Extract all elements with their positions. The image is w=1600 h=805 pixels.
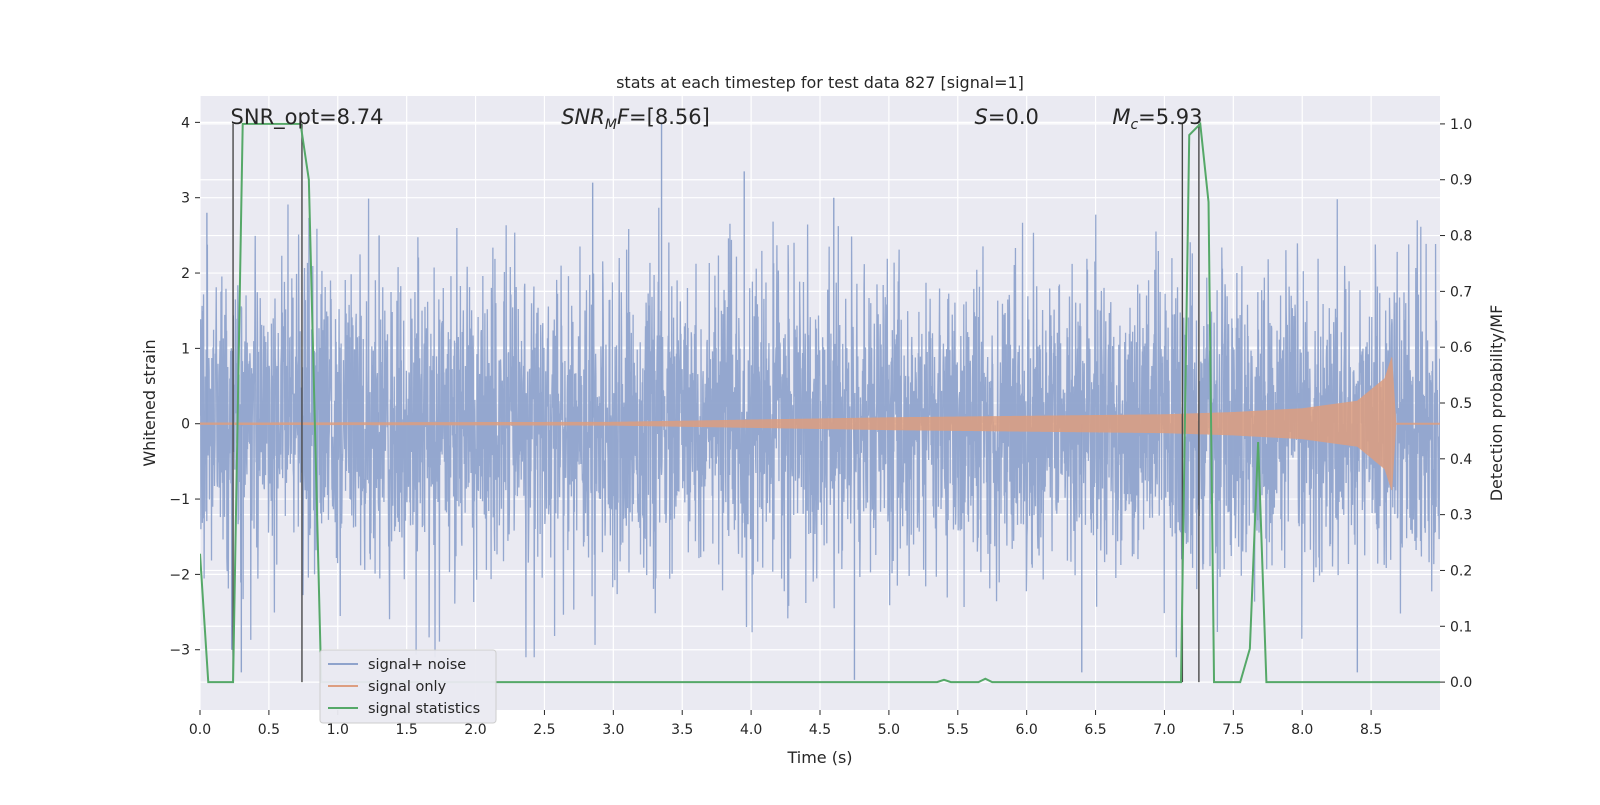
y-tick-label: 3 bbox=[181, 191, 190, 207]
x-tick-label: 3.0 bbox=[602, 722, 624, 738]
y-axis-ticks: −3 −2 −1 0 1 2 3 4 bbox=[169, 115, 200, 659]
x-tick-label: 6.0 bbox=[1016, 722, 1038, 738]
x-tick-label: 3.5 bbox=[671, 722, 693, 738]
x-tick-label: 1.0 bbox=[327, 722, 349, 738]
y2-axis-ticks: 0.0 0.1 0.2 0.3 0.4 0.5 0.6 0.7 0.8 0.9 1.0 bbox=[1440, 117, 1472, 691]
y2-tick-label: 0.0 bbox=[1450, 675, 1472, 691]
y-tick-label: −3 bbox=[169, 643, 190, 659]
y-tick-label: 1 bbox=[181, 341, 190, 357]
x-tick-label: 5.5 bbox=[947, 722, 969, 738]
y2-tick-label: 0.3 bbox=[1450, 508, 1472, 524]
annotation-snr-opt: SNR_opt=8.74 bbox=[231, 105, 384, 130]
legend-label: signal only bbox=[368, 679, 447, 695]
y2-tick-label: 0.9 bbox=[1450, 173, 1472, 189]
x-tick-label: 5.0 bbox=[878, 722, 900, 738]
legend-label: signal statistics bbox=[368, 701, 480, 717]
x-tick-label: 6.5 bbox=[1084, 722, 1106, 738]
signal-envelope bbox=[200, 357, 1440, 491]
series-signal-statistics bbox=[200, 121, 1440, 684]
y-tick-label: 4 bbox=[181, 115, 190, 131]
x-tick-label: 4.5 bbox=[809, 722, 831, 738]
x-tick-label: 2.0 bbox=[464, 722, 486, 738]
y-tick-label: 2 bbox=[181, 266, 190, 282]
x-tick-label: 7.5 bbox=[1222, 722, 1244, 738]
y2-tick-label: 0.5 bbox=[1450, 396, 1472, 412]
y2-tick-label: 0.2 bbox=[1450, 563, 1472, 579]
y-tick-label: 0 bbox=[181, 417, 190, 433]
x-tick-label: 8.5 bbox=[1360, 722, 1382, 738]
x-tick-label: 0.5 bbox=[258, 722, 280, 738]
x-axis-ticks: 0.0 0.5 1.0 1.5 2.0 2.5 3.0 3.5 4.0 4.5 5.0 5.5 6.0 6… bbox=[189, 710, 1382, 738]
y-tick-label: −2 bbox=[169, 567, 190, 583]
x-tick-label: 0.0 bbox=[189, 722, 211, 738]
chart-title: stats at each timestep for test data 827… bbox=[616, 73, 1024, 92]
x-tick-label: 7.0 bbox=[1153, 722, 1175, 738]
legend: signal+ noise signal only signal statistic… bbox=[319, 649, 497, 724]
y2-tick-label: 0.4 bbox=[1450, 452, 1472, 468]
legend-label: signal+ noise bbox=[368, 657, 466, 673]
annotations: SNR_opt=8.74 SNRMF=[8.56] S=0.0 Mc=5.93 bbox=[231, 105, 1203, 133]
y2-axis-label: Detection probability/MF bbox=[1487, 305, 1506, 502]
x-tick-label: 1.5 bbox=[396, 722, 418, 738]
y-axis-label: Whitened strain bbox=[140, 339, 159, 466]
y2-tick-label: 1.0 bbox=[1450, 117, 1472, 133]
y2-tick-label: 0.7 bbox=[1450, 284, 1472, 300]
x-tick-label: 2.5 bbox=[533, 722, 555, 738]
annotation-s-stat: S=0.0 bbox=[975, 105, 1039, 129]
x-axis-label: Time (s) bbox=[786, 748, 852, 767]
annotation-snr-mf: SNRMF=[8.56] bbox=[561, 105, 710, 133]
statistics-line bbox=[200, 121, 1440, 684]
series-signal-only bbox=[200, 357, 1440, 491]
annotation-mc: Mc=5.93 bbox=[1112, 105, 1202, 133]
legend-box bbox=[319, 649, 497, 724]
y-tick-label: −1 bbox=[169, 492, 190, 508]
x-tick-label: 4.0 bbox=[740, 722, 762, 738]
y2-tick-label: 0.1 bbox=[1450, 619, 1472, 635]
x-tick-label: 8.0 bbox=[1291, 722, 1313, 738]
y2-tick-label: 0.6 bbox=[1450, 340, 1472, 356]
y2-tick-label: 0.8 bbox=[1450, 229, 1472, 245]
